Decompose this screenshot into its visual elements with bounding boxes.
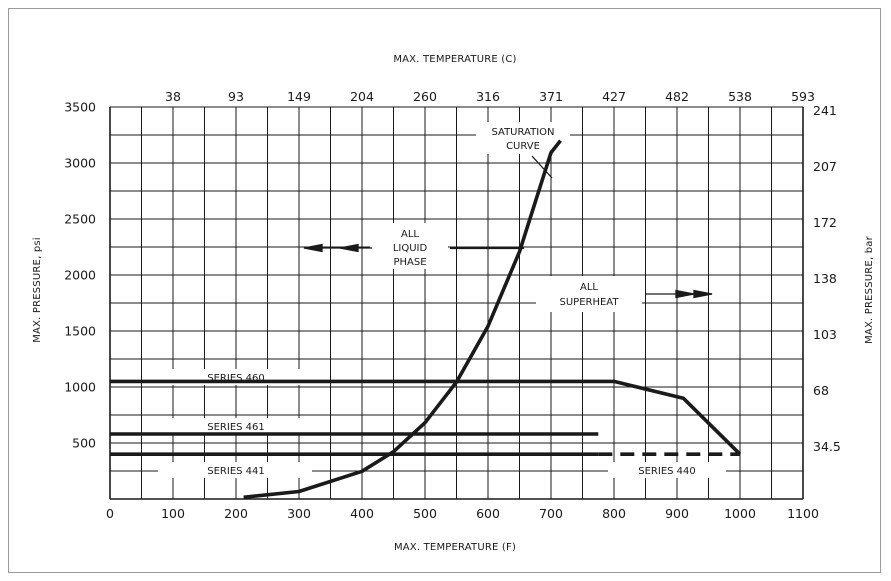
series-461-label-bg — [158, 418, 312, 434]
y-axis-right-title: MAX. PRESSURE, bar — [864, 235, 875, 343]
series-441-label-bg — [158, 462, 312, 478]
x-tick-label: 0 — [106, 506, 114, 521]
series-441-label: SERIES 441 — [207, 466, 265, 477]
y-tick-label: 1500 — [64, 324, 96, 339]
top-tick-label: 427 — [602, 89, 626, 104]
x-tick-label: 1100 — [787, 506, 819, 521]
series-461-label: SERIES 461 — [207, 422, 265, 433]
superheat-label-bg — [536, 276, 642, 312]
saturation-label-line1: SATURATION — [491, 127, 554, 138]
top-tick-label: 260 — [413, 89, 437, 104]
x-axis-title: MAX. TEMPERATURE (F) — [394, 542, 516, 553]
series-440-label-bg — [608, 462, 726, 478]
top-tick-label: 371 — [539, 89, 563, 104]
y-tick-label: 2500 — [64, 212, 96, 227]
top-tick-label: 204 — [350, 89, 374, 104]
x-tick-label: 400 — [350, 506, 374, 521]
x-tick-label: 1000 — [724, 506, 756, 521]
superheat-arrow — [645, 289, 713, 299]
x-tick-label: 300 — [287, 506, 311, 521]
series-line-series-460 — [110, 379, 742, 456]
y-right-tick-label: 138 — [813, 271, 837, 286]
liquid-label-line1: ALL — [401, 229, 419, 240]
liquid-arrow — [303, 243, 372, 253]
top-tick-label: 38 — [165, 89, 181, 104]
figure-frame — [8, 8, 881, 573]
y-tick-label: 500 — [72, 436, 96, 451]
superheat-label-line1: ALL — [580, 282, 598, 293]
x-tick-label: 900 — [665, 506, 689, 521]
series-440-label: SERIES 440 — [638, 466, 696, 477]
x-tick-label: 800 — [602, 506, 626, 521]
series-group — [110, 139, 742, 500]
grid — [109, 106, 804, 500]
top-tick-label: 149 — [287, 89, 311, 104]
y-tick-label: 3500 — [64, 100, 96, 115]
y-tick-label: 1000 — [64, 380, 96, 395]
x-tick-label: 600 — [476, 506, 500, 521]
y-right-tick-label: 103 — [813, 327, 837, 342]
top-tick-label: 538 — [728, 89, 752, 104]
series-line-saturation-curve — [243, 139, 562, 500]
x-tick-label: 700 — [539, 506, 563, 521]
top-axis-title: MAX. TEMPERATURE (C) — [393, 54, 516, 65]
x-tick-label: 200 — [224, 506, 248, 521]
liquid-label-line2: LIQUID — [393, 243, 428, 254]
saturation-label-line2: CURVE — [506, 141, 540, 152]
y-tick-label: 2000 — [64, 268, 96, 283]
liquid-label-bg — [370, 223, 448, 269]
x-tick-label: 100 — [161, 506, 185, 521]
series-460-label: SERIES 460 — [207, 373, 265, 384]
tick-labels: 0 100 200 300 400 500 600 700 800 900 1000 1100 38 93… — [64, 89, 841, 521]
top-tick-label: 482 — [665, 89, 689, 104]
y-right-tick-label: 68 — [813, 383, 829, 398]
saturation-leader — [531, 155, 553, 179]
top-tick-label: 316 — [476, 89, 500, 104]
y-right-tick-label: 207 — [813, 159, 837, 174]
liquid-label-line3: PHASE — [393, 257, 426, 268]
y-right-tick-label: 34.5 — [813, 439, 841, 454]
y-right-tick-label: 241 — [813, 103, 837, 118]
top-tick-label: 593 — [791, 89, 815, 104]
y-axis-title: MAX. PRESSURE, psi — [32, 237, 43, 343]
x-tick-label: 500 — [413, 506, 437, 521]
y-tick-label: 3000 — [64, 156, 96, 171]
superheat-label-line2: SUPERHEAT — [560, 297, 620, 308]
y-right-tick-label: 172 — [813, 215, 837, 230]
top-tick-label: 93 — [228, 89, 244, 104]
